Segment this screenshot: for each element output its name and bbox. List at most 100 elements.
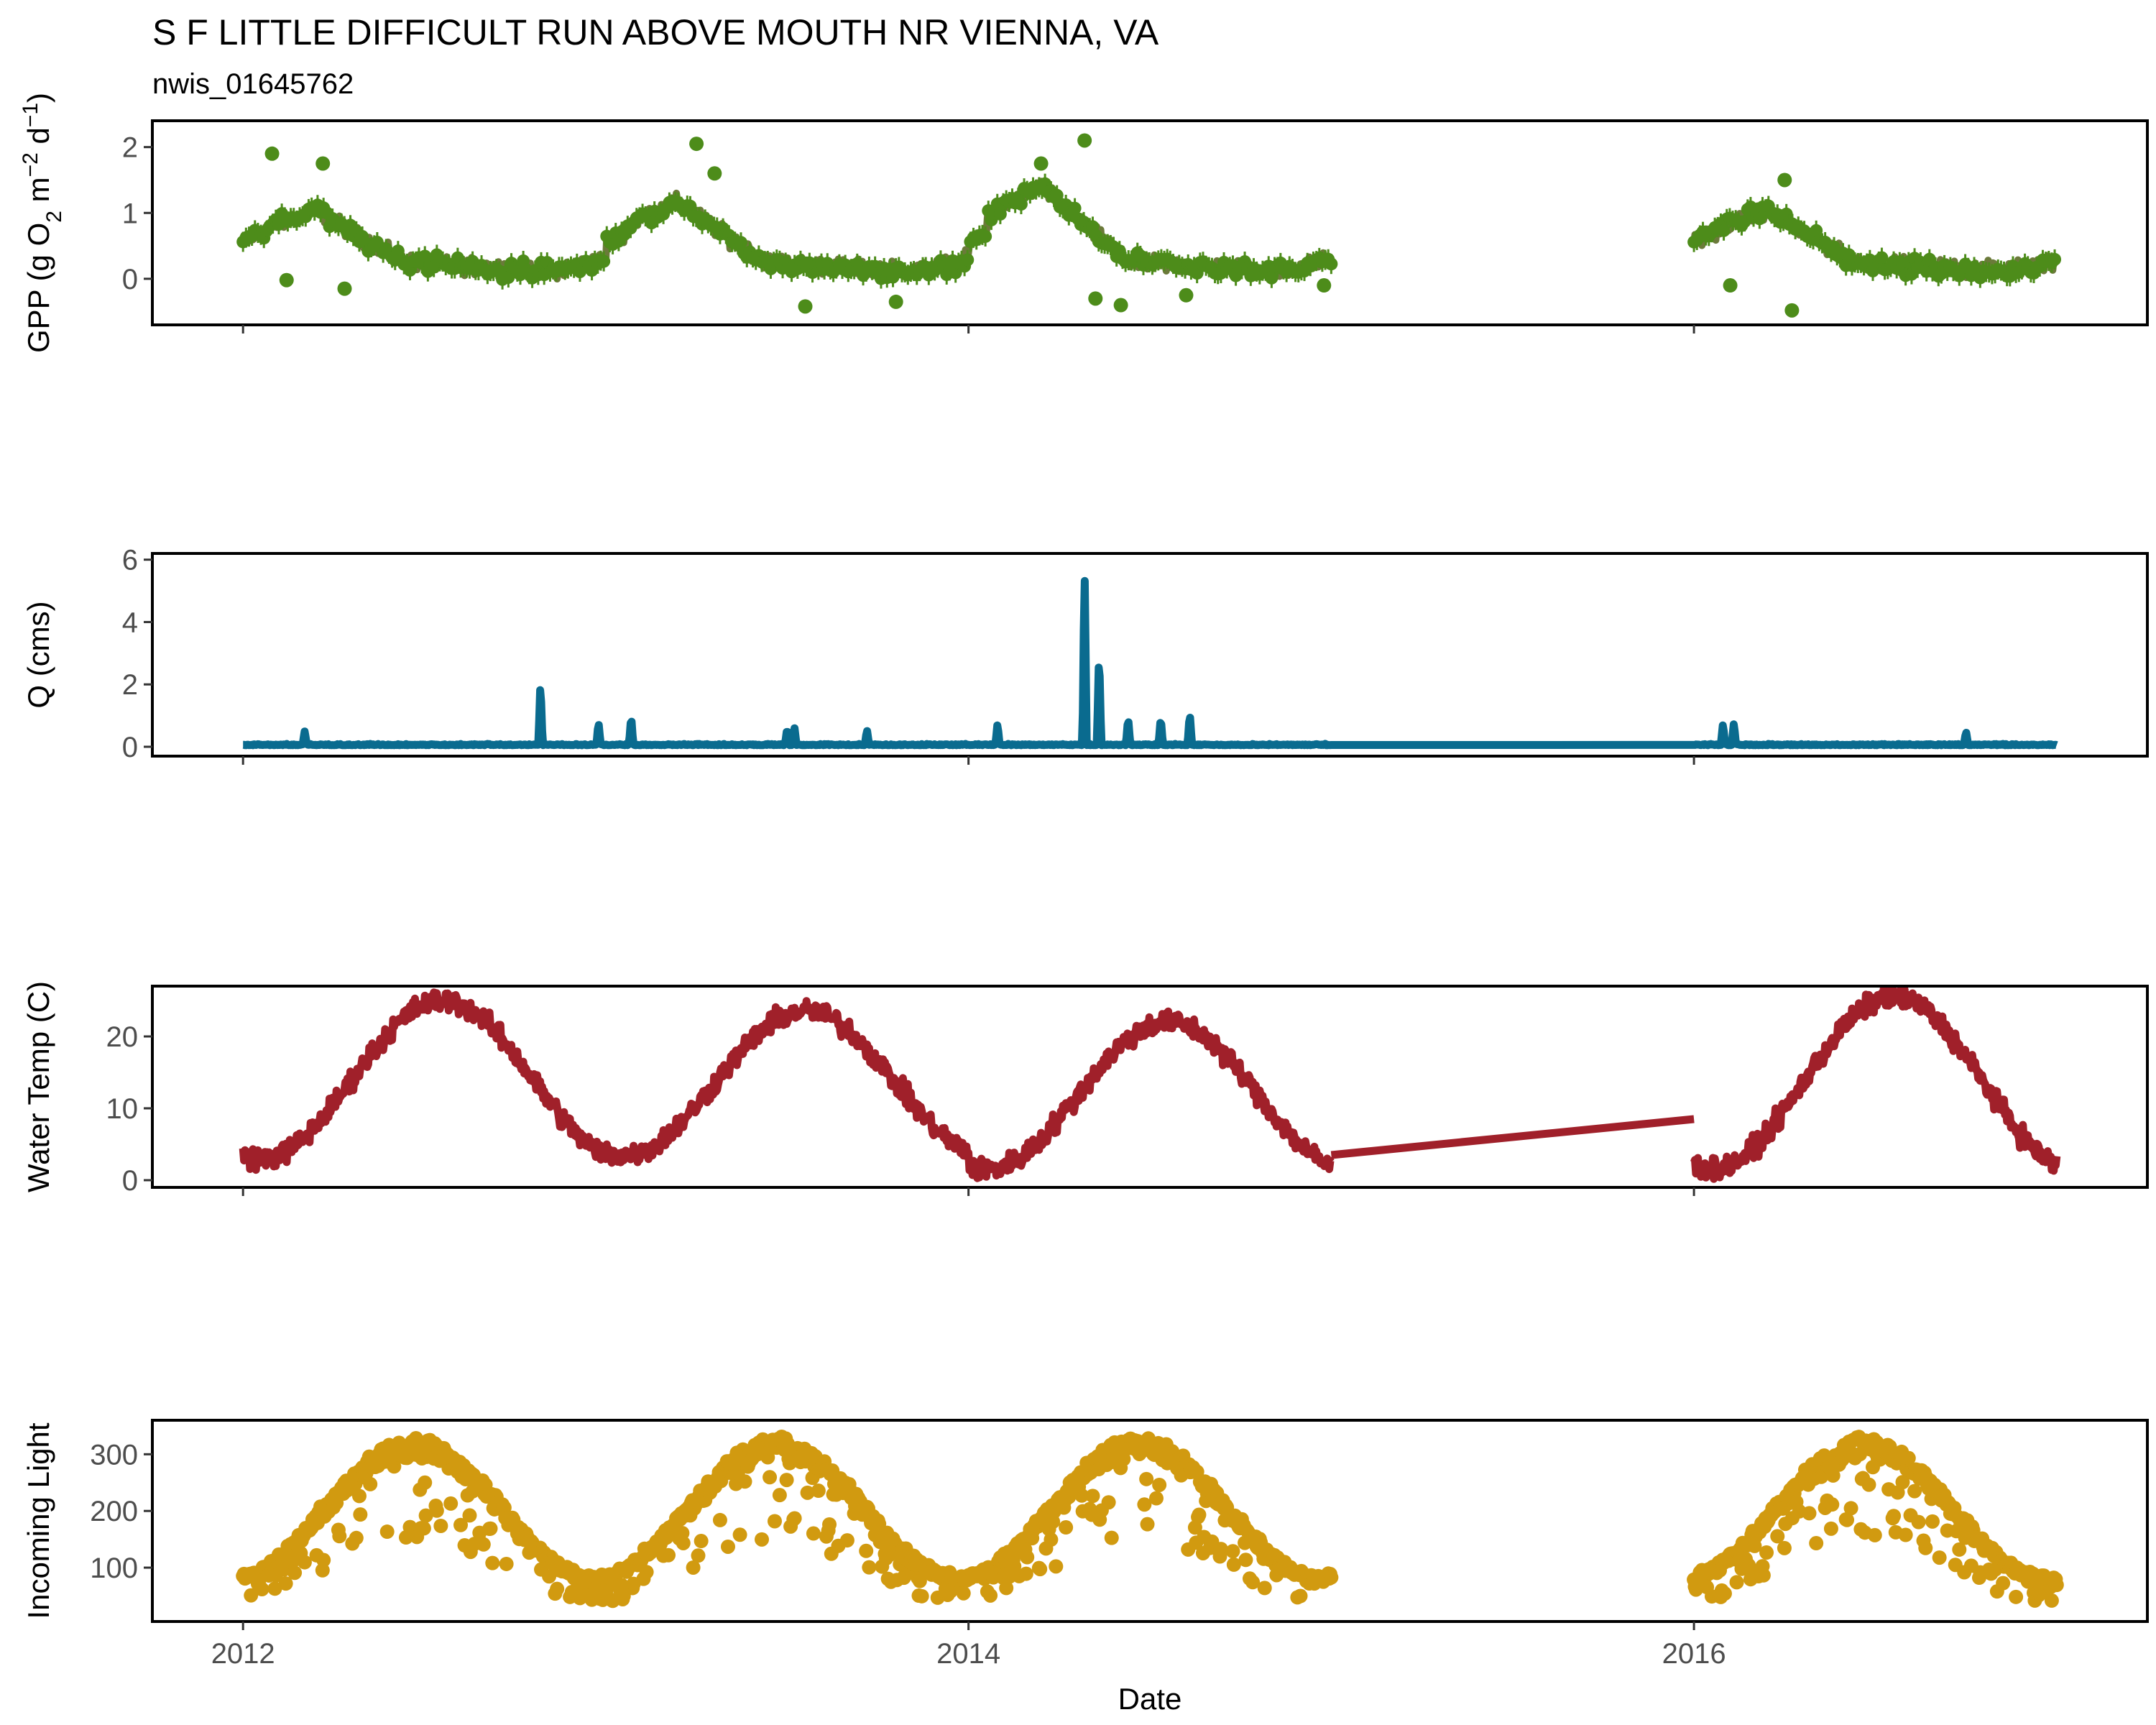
light-point (1049, 1559, 1064, 1574)
light-point (418, 1508, 433, 1523)
light-point (453, 1517, 469, 1532)
light-point (418, 1475, 433, 1490)
light-point (732, 1527, 747, 1542)
y-tick-label: 4 (122, 607, 138, 638)
gpp-point (993, 207, 1007, 221)
y-tick-label: 0 (122, 264, 138, 295)
light-point (676, 1535, 691, 1550)
light-point (429, 1503, 444, 1518)
light-point (485, 1555, 500, 1570)
y-axis-label-part: GPP (g O (22, 223, 55, 353)
y-tick-label: 200 (90, 1496, 138, 1527)
light-point (822, 1517, 837, 1532)
light-point (639, 1565, 654, 1580)
gpp-outlier-point (1723, 278, 1738, 293)
y-tick-label: 300 (90, 1439, 138, 1471)
light-point (1861, 1477, 1876, 1492)
gpp-outlier-point (798, 299, 813, 314)
light-point (2049, 1578, 2064, 1593)
light-point (767, 1514, 782, 1529)
temp-series-line-0 (239, 988, 1335, 1182)
light-point (983, 1588, 998, 1603)
panel-frame-temp (151, 985, 2149, 1189)
gpp-outlier-point (1179, 288, 1194, 303)
light-point (483, 1521, 498, 1536)
light-point (1139, 1471, 1154, 1486)
x-tick-label: 2016 (1662, 1638, 1726, 1670)
y-tick-label: 6 (122, 545, 138, 576)
light-point (737, 1474, 752, 1489)
light-point (1759, 1545, 1774, 1560)
light-point (462, 1508, 477, 1523)
gpp-outlier-point (888, 294, 903, 309)
light-point (1823, 1521, 1838, 1536)
light-point (1952, 1542, 1967, 1557)
light-point (800, 1485, 815, 1500)
light-point (267, 1581, 282, 1596)
y-axis-label-light: Incoming Light (22, 1422, 55, 1619)
plot-area-gpp (236, 133, 2062, 318)
light-point (1777, 1540, 1792, 1555)
light-point (862, 1560, 877, 1575)
gpp-point (979, 229, 992, 243)
light-point (712, 1512, 727, 1527)
gpp-outlier-point (337, 281, 352, 296)
y-tick-label: 1 (122, 198, 138, 229)
light-point (1148, 1491, 1164, 1506)
light-point (476, 1537, 491, 1552)
light-point (2009, 1589, 2024, 1604)
light-point (1817, 1448, 1832, 1463)
light-point (1843, 1501, 1858, 1516)
light-point (1020, 1550, 1035, 1565)
light-point (1895, 1475, 1910, 1490)
light-point (1152, 1477, 1167, 1492)
light-point (763, 1470, 778, 1485)
panel-temp: 0 10 20 Water Temp (C) (22, 981, 2149, 1197)
light-point (1101, 1495, 1116, 1510)
light-point (416, 1521, 431, 1536)
light-point (1085, 1489, 1100, 1504)
light-point (349, 1530, 364, 1545)
light-point (1907, 1484, 1922, 1499)
light-point (1192, 1507, 1207, 1522)
panel-frame-light (151, 1419, 2149, 1623)
gpp-point (1050, 188, 1064, 202)
light-point (1213, 1542, 1228, 1557)
y-axis-label-temp: Water Temp (C) (22, 981, 55, 1192)
panel-frame-q (151, 552, 2149, 758)
light-point (1925, 1514, 1940, 1529)
light-point (433, 1518, 448, 1533)
light-point (787, 1511, 802, 1526)
y-tick-label: 0 (122, 732, 138, 763)
temp-series-line-1 (1690, 986, 2061, 1183)
y-axis-label-part: −1 (19, 103, 42, 127)
light-point (694, 1534, 709, 1549)
gpp-outlier-point (279, 272, 294, 288)
light-point (1140, 1517, 1155, 1532)
light-point (332, 1529, 347, 1544)
light-point (661, 1547, 676, 1563)
light-point (379, 1524, 395, 1540)
gpp-point (1265, 271, 1279, 285)
gpp-outlier-point (1317, 278, 1332, 293)
gpp-point (597, 254, 611, 268)
chart-title: S F LITTLE DIFFICULT RUN ABOVE MOUTH NR … (152, 12, 1159, 52)
gpp-outlier-point (1033, 156, 1049, 171)
light-point (1324, 1570, 1339, 1585)
light-point (1137, 1497, 1152, 1512)
gpp-outlier-point (707, 166, 722, 181)
light-point (1882, 1439, 1897, 1454)
light-point (914, 1588, 929, 1604)
x-tick-label: 2014 (936, 1638, 1000, 1670)
light-point (363, 1476, 378, 1491)
y-tick-label: 100 (90, 1552, 138, 1584)
y-tick-label: 20 (106, 1021, 139, 1053)
light-point (1898, 1527, 1913, 1542)
light-point (1729, 1575, 1744, 1590)
light-point (1770, 1529, 1785, 1544)
light-point (244, 1588, 259, 1603)
light-point (1226, 1557, 1241, 1572)
gpp-outlier-point (1777, 172, 1792, 188)
